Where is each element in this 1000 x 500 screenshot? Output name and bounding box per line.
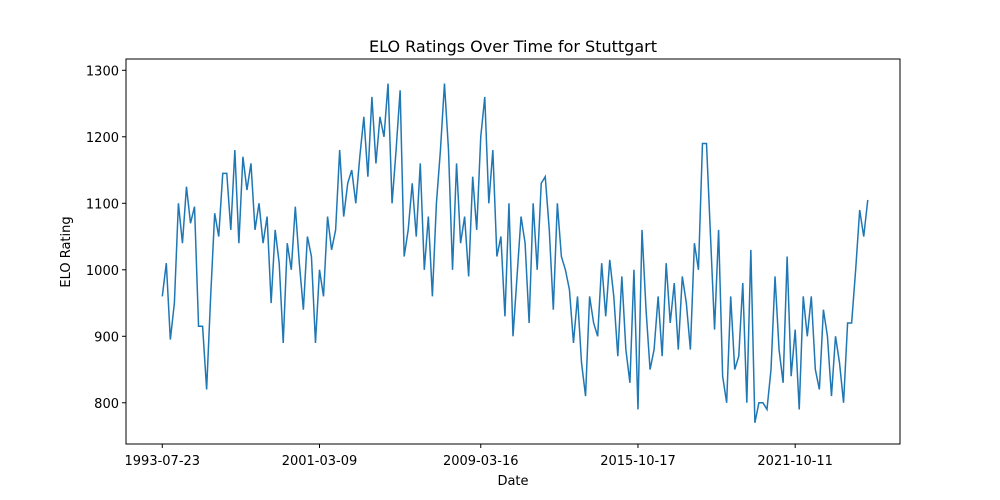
x-tick-label: 1993-07-23: [125, 454, 201, 469]
y-axis-label: ELO Rating: [59, 216, 74, 287]
plot-frame: [125, 58, 901, 445]
y-tick-label: 1000: [86, 264, 119, 279]
chart-title: ELO Ratings Over Time for Stuttgart: [369, 37, 657, 56]
x-axis-label: Date: [497, 474, 528, 489]
data-line: [161, 83, 869, 423]
x-tick-label: 2015-10-17: [600, 454, 676, 469]
y-tick-label: 900: [94, 330, 119, 345]
y-tick-label: 1200: [86, 131, 119, 146]
x-tick-label: 2001-03-09: [282, 454, 358, 469]
x-tick-label: 2021-10-11: [757, 454, 833, 469]
y-tick-label: 1300: [86, 64, 119, 79]
y-tick-label: 800: [94, 397, 119, 412]
x-tick-label: 2009-03-16: [443, 454, 519, 469]
y-tick-label: 1100: [86, 197, 119, 212]
